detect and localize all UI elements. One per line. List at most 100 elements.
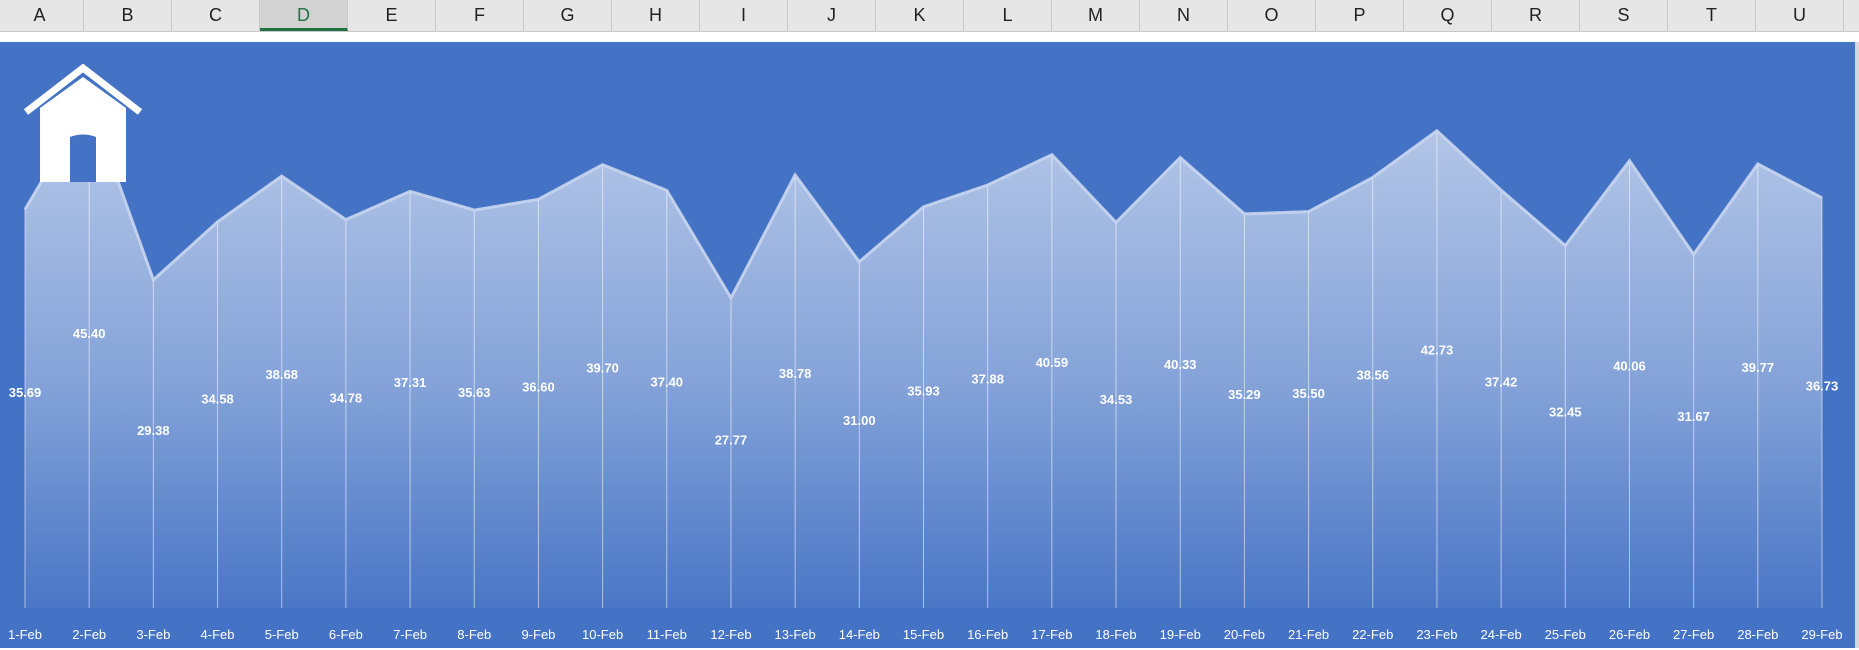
data-point[interactable] xyxy=(1178,156,1182,160)
x-tick-label: 6-Feb xyxy=(329,627,363,642)
data-label: 37.88 xyxy=(971,372,1004,387)
data-point[interactable] xyxy=(1756,162,1760,166)
column-header-i[interactable]: I xyxy=(700,0,788,31)
data-label: 29.38 xyxy=(137,423,170,438)
data-label: 39.77 xyxy=(1742,360,1775,375)
data-point[interactable] xyxy=(216,220,220,224)
data-label: 35.63 xyxy=(458,385,491,400)
x-tick-label: 2-Feb xyxy=(72,627,106,642)
data-point[interactable] xyxy=(1820,196,1824,200)
data-label: 36.73 xyxy=(1806,379,1839,394)
column-header-m[interactable]: M xyxy=(1052,0,1140,31)
data-point[interactable] xyxy=(408,189,412,193)
column-header-n[interactable]: N xyxy=(1140,0,1228,31)
data-label: 38.56 xyxy=(1356,368,1389,383)
data-point[interactable] xyxy=(1242,212,1246,216)
data-label: 36.60 xyxy=(522,379,555,394)
x-tick-label: 19-Feb xyxy=(1160,627,1201,642)
column-header-k[interactable]: K xyxy=(876,0,964,31)
home-icon xyxy=(23,63,143,182)
x-tick-label: 7-Feb xyxy=(393,627,427,642)
data-point[interactable] xyxy=(1114,220,1118,224)
column-header-s[interactable]: S xyxy=(1580,0,1668,31)
data-point[interactable] xyxy=(151,278,155,282)
data-point[interactable] xyxy=(1563,244,1567,248)
x-tick-label: 8-Feb xyxy=(457,627,491,642)
column-header-t[interactable]: T xyxy=(1668,0,1756,31)
x-tick-label: 23-Feb xyxy=(1416,627,1457,642)
column-header-p[interactable]: P xyxy=(1316,0,1404,31)
column-header-j[interactable]: J xyxy=(788,0,876,31)
data-label: 34.53 xyxy=(1100,392,1133,407)
column-header-a[interactable]: A xyxy=(0,0,84,31)
column-header-r[interactable]: R xyxy=(1492,0,1580,31)
data-point[interactable] xyxy=(1499,188,1503,192)
data-label: 37.42 xyxy=(1485,374,1518,389)
data-point[interactable] xyxy=(23,207,27,211)
x-tick-label: 27-Feb xyxy=(1673,627,1714,642)
column-header-e[interactable]: E xyxy=(348,0,436,31)
x-tick-label: 14-Feb xyxy=(839,627,880,642)
x-tick-label: 13-Feb xyxy=(775,627,816,642)
data-label: 35.29 xyxy=(1228,387,1261,402)
data-point[interactable] xyxy=(601,163,605,167)
column-header-h[interactable]: H xyxy=(612,0,700,31)
x-tick-label: 20-Feb xyxy=(1224,627,1265,642)
home-button[interactable] xyxy=(22,63,144,182)
data-point[interactable] xyxy=(986,183,990,187)
data-point[interactable] xyxy=(1435,129,1439,133)
column-header-u[interactable]: U xyxy=(1756,0,1844,31)
data-point[interactable] xyxy=(536,197,540,201)
x-tick-label: 12-Feb xyxy=(710,627,751,642)
chart-area[interactable]: 35.69 45.40 29.38 34.58 38.68 34.78 37.31 35.63… xyxy=(0,42,1859,648)
data-point[interactable] xyxy=(857,260,861,264)
x-tick-label: 21-Feb xyxy=(1288,627,1329,642)
data-label: 45.40 xyxy=(73,326,106,341)
column-header-b[interactable]: B xyxy=(84,0,172,31)
column-header-o[interactable]: O xyxy=(1228,0,1316,31)
data-point[interactable] xyxy=(472,208,476,212)
x-tick-label: 1-Feb xyxy=(8,627,42,642)
data-label: 42.73 xyxy=(1421,342,1454,357)
sheet-gap xyxy=(0,32,1859,42)
data-label: 39.70 xyxy=(586,361,619,376)
column-header-d[interactable]: D xyxy=(260,0,348,31)
x-tick-label: 29-Feb xyxy=(1801,627,1842,642)
x-tick-label: 26-Feb xyxy=(1609,627,1650,642)
data-point[interactable] xyxy=(1627,159,1631,163)
data-label: 34.78 xyxy=(330,390,363,405)
data-label: 37.40 xyxy=(651,375,684,390)
column-header-f[interactable]: F xyxy=(436,0,524,31)
data-point[interactable] xyxy=(665,188,669,192)
x-tick-label: 15-Feb xyxy=(903,627,944,642)
data-label: 40.06 xyxy=(1613,358,1646,373)
data-point[interactable] xyxy=(793,173,797,177)
data-label: 38.78 xyxy=(779,366,812,381)
data-label: 40.59 xyxy=(1036,355,1069,370)
x-tick-label: 10-Feb xyxy=(582,627,623,642)
x-tick-label: 11-Feb xyxy=(647,627,687,642)
x-tick-label: 5-Feb xyxy=(265,627,299,642)
data-point[interactable] xyxy=(1307,210,1311,214)
series-line xyxy=(23,97,1823,301)
x-tick-label: 22-Feb xyxy=(1352,627,1393,642)
data-point[interactable] xyxy=(280,174,284,178)
data-point[interactable] xyxy=(1692,252,1696,256)
column-header-c[interactable]: C xyxy=(172,0,260,31)
data-label: 35.93 xyxy=(907,383,940,398)
column-header-q[interactable]: Q xyxy=(1404,0,1492,31)
data-point[interactable] xyxy=(344,218,348,222)
data-label: 27.77 xyxy=(715,433,748,448)
data-point[interactable] xyxy=(922,205,926,209)
data-point[interactable] xyxy=(729,296,733,300)
column-header-l[interactable]: L xyxy=(964,0,1052,31)
data-label: 35.50 xyxy=(1292,386,1325,401)
column-header-g[interactable]: G xyxy=(524,0,612,31)
data-point[interactable] xyxy=(1371,175,1375,179)
data-point[interactable] xyxy=(1050,153,1054,157)
data-label: 31.67 xyxy=(1677,409,1710,424)
x-tick-label: 3-Feb xyxy=(136,627,170,642)
x-tick-label: 4-Feb xyxy=(201,627,235,642)
x-tick-label: 18-Feb xyxy=(1095,627,1136,642)
